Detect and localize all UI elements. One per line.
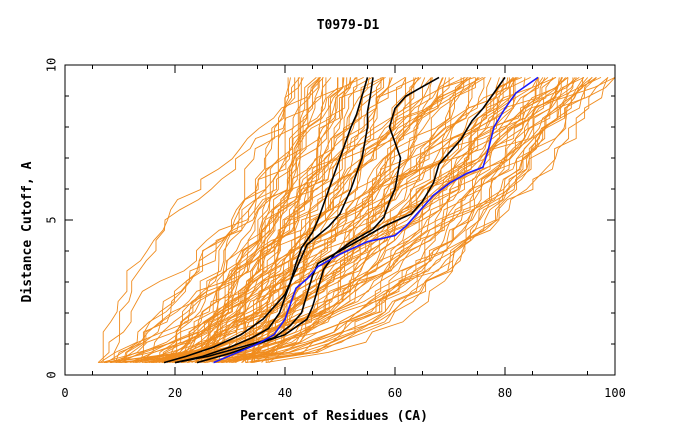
model-curve [119,77,564,364]
x-tick-label: 40 [278,386,292,400]
y-tick-label: 5 [45,216,59,223]
highlighted-curves-layer [163,76,539,364]
model-curve [152,76,602,364]
model-curve [141,76,384,364]
model-curve [117,77,370,363]
model-curve [113,76,364,363]
model-curve [181,77,352,364]
x-tick-label: 100 [604,386,626,400]
model-curve [215,77,609,364]
model-curve [181,76,531,363]
reference-curve-3 [196,76,440,364]
model-curve [187,77,393,363]
model-curve [204,77,447,364]
model-curve [211,76,475,363]
model-curve [114,77,344,363]
reference-curve-1 [163,77,374,364]
model-curve [125,77,514,363]
model-curve [178,77,373,363]
model-curve [124,77,485,364]
model-curve [109,77,609,364]
model-curve [242,77,304,363]
axis-ticks: 0 20 40 60 80 100 0 5 10 [45,58,626,400]
model-curve [265,77,562,364]
reference-curve-2 [174,77,369,364]
model-curve [158,77,480,364]
model-curve [214,77,574,364]
model-curve [166,77,469,364]
y-tick-label: 0 [45,371,59,378]
model-curve [250,77,492,364]
model-curve [268,77,433,363]
model-curve [201,76,466,363]
model-curve [173,77,321,363]
x-tick-label: 0 [61,386,68,400]
model-curve [241,77,539,363]
model-curve [144,77,563,364]
model-curve [173,77,385,363]
model-curve [172,77,319,364]
model-curve [102,77,324,363]
model-curves-layer [97,76,616,364]
chart-title: T0979-D1 [317,18,380,33]
model-curve [217,77,577,364]
y-tick-label: 10 [45,58,59,72]
x-tick-label: 80 [498,386,512,400]
model-curve [139,77,332,363]
model-curve [183,77,391,364]
model-curve [252,77,296,363]
model-curve [161,77,301,364]
model-curve [115,77,568,364]
model-curve [180,77,549,364]
model-curve [252,77,576,364]
model-curve [138,77,407,363]
model-curve [106,77,444,363]
x-axis-label: Percent of Residues (CA) [240,409,428,424]
model-curve [150,77,584,364]
model-curve [254,77,348,363]
model-curve [173,77,320,364]
model-curve [115,77,462,364]
model-curve [159,77,472,363]
model-curve [136,77,593,364]
reference-curve-4 [174,76,506,364]
y-axis-label: Distance Cutoff, A [20,161,35,302]
highlight-curve [213,76,539,364]
model-curve [221,77,517,364]
x-tick-label: 60 [388,386,402,400]
model-curve [103,77,450,364]
model-curve [214,77,504,364]
model-curve [214,77,465,363]
x-tick-label: 20 [168,386,182,400]
model-curve [232,77,417,364]
model-curve [222,77,589,364]
